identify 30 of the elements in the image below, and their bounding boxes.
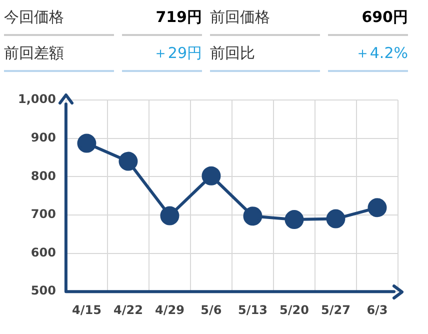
x-tick-label: 5/27 — [321, 302, 350, 317]
x-tick-label: 4/29 — [155, 302, 184, 317]
y-tick-label: 600 — [30, 245, 56, 260]
text: 前回価格 — [210, 0, 320, 36]
text: 前回差額 — [4, 36, 114, 72]
point — [77, 134, 96, 153]
point — [118, 152, 138, 171]
point — [284, 210, 304, 230]
point — [202, 166, 221, 186]
x-tick-label: 4/22 — [113, 302, 143, 317]
text: ＋4.2% — [328, 36, 408, 72]
point — [368, 198, 387, 218]
y-tick-label: 700 — [30, 207, 56, 222]
point — [160, 206, 180, 226]
point — [243, 206, 262, 226]
text: 今回価格 — [4, 0, 114, 36]
x-tick-label: 5/13 — [238, 302, 268, 317]
x-tick-label: 5/20 — [280, 302, 309, 317]
y-tick-label: 800 — [30, 168, 56, 183]
text: 719円 — [122, 0, 202, 36]
point — [326, 209, 346, 228]
x-tick-label: 6/3 — [366, 302, 388, 317]
y-tick-label: 500 — [30, 284, 56, 298]
y-tick-label: 1,000 — [18, 92, 56, 106]
x-tick-label: 4/15 — [72, 302, 102, 317]
text: 前回比 — [210, 36, 320, 72]
text: ＋29円 — [122, 36, 202, 72]
x-tick-label: 5/6 — [200, 302, 222, 317]
text: 690円 — [328, 0, 408, 36]
y-tick-label: 900 — [30, 130, 56, 144]
